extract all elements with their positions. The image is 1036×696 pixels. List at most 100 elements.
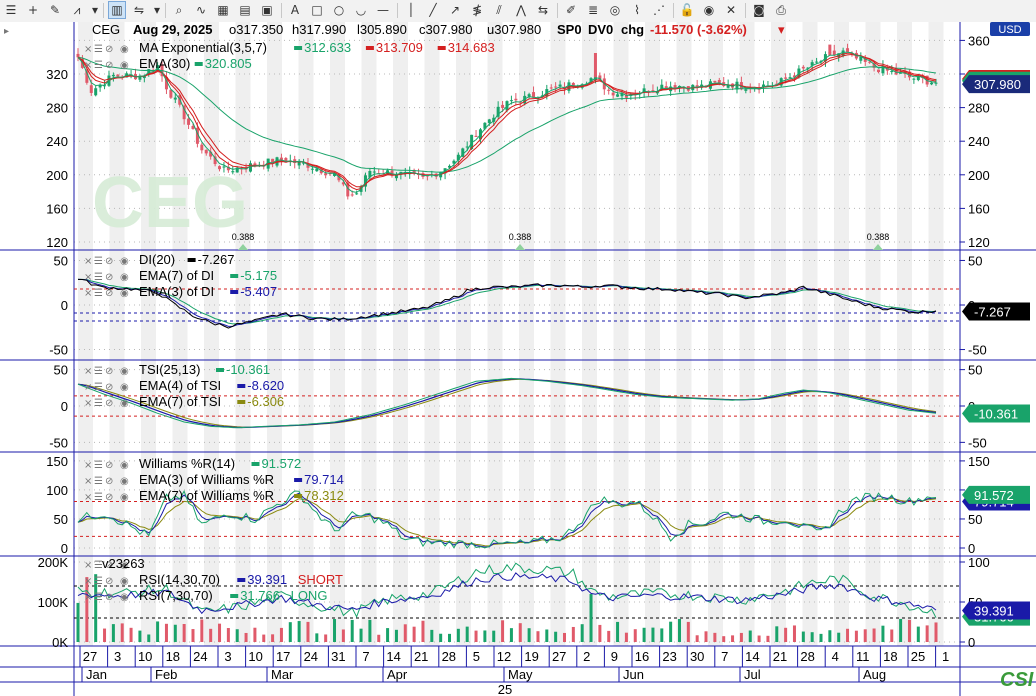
volume-bar [297,621,301,642]
study-visibility-button[interactable]: ◉ [120,366,129,377]
close-study-button[interactable]: × [84,272,92,283]
ray-icon[interactable]: ↗ [449,3,461,17]
study-settings-button[interactable]: ⊘ [105,60,113,71]
chevron-down-icon[interactable]: ▾ [153,3,161,17]
vline-icon[interactable]: │ [407,3,415,17]
study-visibility-button[interactable]: ◉ [120,60,129,71]
study-visibility-button[interactable]: ◉ [120,272,129,283]
study-settings-button[interactable]: ⊘ [105,592,113,603]
study-menu-button[interactable]: ☰ [94,44,103,55]
image-icon[interactable]: ▣ [261,3,273,17]
eye-icon[interactable]: ◉ [703,3,715,17]
close-study-button[interactable]: × [84,476,92,487]
study-visibility-button[interactable]: ◉ [120,460,129,471]
close-study-button[interactable]: × [84,288,92,299]
study-visibility-button[interactable]: ◉ [120,476,129,487]
study-visibility-button[interactable]: ◉ [120,492,129,503]
study-menu-button[interactable]: ☰ [94,272,103,283]
study-menu-button[interactable]: ☰ [94,592,103,603]
wave-icon[interactable]: ∿ [195,3,207,17]
compare-icon[interactable]: ⇋ [133,3,145,17]
zoom-icon[interactable]: ⌕ [175,2,183,17]
study-value: -7.267 [198,252,235,267]
channel-icon[interactable]: ⫽ [496,2,502,17]
volume-bar [244,632,248,642]
close-study-button[interactable]: × [84,366,92,377]
menu-icon[interactable]: ☰ [5,3,17,17]
study-visibility-button[interactable]: ◉ [120,398,129,409]
study-settings-button[interactable]: ⊘ [105,460,113,471]
close-study-button[interactable]: × [84,398,92,409]
close-study-button[interactable]: × [84,592,92,603]
close-study-button[interactable]: × [84,44,92,55]
candle-body [368,171,372,178]
crosshair-icon[interactable]: + [27,3,39,17]
chevron-down-icon[interactable]: ▾ [91,3,99,17]
close-study-button[interactable]: × [84,60,92,71]
pencil-icon[interactable]: ✐ [565,3,577,17]
close-study-button[interactable]: × [84,256,92,267]
camera-icon[interactable]: ◙ [753,3,765,17]
study-visibility-button[interactable]: ◉ [120,560,129,571]
study-menu-button[interactable]: ☰ [94,560,103,571]
study-settings-button[interactable]: ⊘ [105,492,113,503]
chart-area[interactable]: CEG CEG Aug 29, 2025 o317.350 h317.990 l305.… [0,22,1036,696]
lock-icon[interactable]: 🔓 [679,3,695,17]
tsi-axis-tick: 50 [968,363,982,378]
study-menu-button[interactable]: ☰ [94,288,103,299]
study-settings-button[interactable]: ⊘ [105,256,113,267]
study-settings-button[interactable]: ⊘ [105,398,113,409]
table-icon[interactable]: ▤ [239,3,251,17]
close-study-button[interactable]: × [84,576,92,587]
study-menu-button[interactable]: ☰ [94,256,103,267]
chart-style-icon[interactable]: ⩘ [73,2,81,17]
wr-axis-tick: 50 [968,512,982,527]
bars-icon[interactable]: ≣ [587,3,599,17]
candle-body [94,88,98,96]
trendline-icon[interactable]: ╱ [429,3,437,17]
target-icon[interactable]: ◎ [609,3,621,17]
study-menu-button[interactable]: ☰ [94,382,103,393]
close-study-button[interactable]: × [84,382,92,393]
study-menu-button[interactable]: ☰ [94,576,103,587]
grid-icon[interactable]: ▦ [217,3,229,17]
study-menu-button[interactable]: ☰ [94,60,103,71]
zigzag-icon[interactable]: ⋀ [516,3,526,17]
ellipse-icon[interactable]: ○ [333,3,345,17]
wr-left-tick: 50 [54,512,68,527]
study-settings-button[interactable]: ⊘ [105,476,113,487]
study-settings-button[interactable]: ⊘ [105,288,113,299]
rectangle-icon[interactable]: □ [311,3,323,17]
study-settings-button[interactable]: ⊘ [105,272,113,283]
study-menu-button[interactable]: ☰ [94,460,103,471]
study-settings-button[interactable]: ⊘ [105,366,113,377]
study-settings-button[interactable]: ⊘ [105,382,113,393]
brush-icon[interactable]: ⌇ [634,3,640,17]
study-menu-button[interactable]: ☰ [94,492,103,503]
arrows-icon[interactable]: ⇆ [537,3,549,17]
study-visibility-button[interactable]: ◉ [120,382,129,393]
fib-icon[interactable]: ≸ [471,3,483,17]
arc-icon[interactable]: ◡ [355,3,367,17]
study-settings-button[interactable]: ⊘ [105,44,113,55]
bar-chart-icon[interactable]: ▥ [108,1,126,19]
close-study-button[interactable]: × [84,560,92,571]
text-icon[interactable]: A [290,3,300,17]
study-visibility-button[interactable]: ◉ [120,592,129,603]
study-menu-button[interactable]: ☰ [94,366,103,377]
print-icon[interactable]: ⎙ [776,2,786,17]
close-study-button[interactable]: × [84,492,92,503]
study-visibility-button[interactable]: ◉ [120,576,129,587]
study-menu-button[interactable]: ☰ [94,398,103,409]
delete-icon[interactable]: ✕ [725,3,737,17]
study-settings-button[interactable]: ⊘ [105,560,113,571]
hline-icon[interactable]: — [377,3,389,17]
fan-icon[interactable]: ⋰ [653,3,665,17]
study-menu-button[interactable]: ☰ [94,476,103,487]
close-study-button[interactable]: × [84,460,92,471]
study-visibility-button[interactable]: ◉ [120,256,129,267]
study-visibility-button[interactable]: ◉ [120,44,129,55]
study-settings-button[interactable]: ⊘ [105,576,113,587]
pen-icon[interactable]: ✎ [49,3,61,17]
study-visibility-button[interactable]: ◉ [120,288,129,299]
